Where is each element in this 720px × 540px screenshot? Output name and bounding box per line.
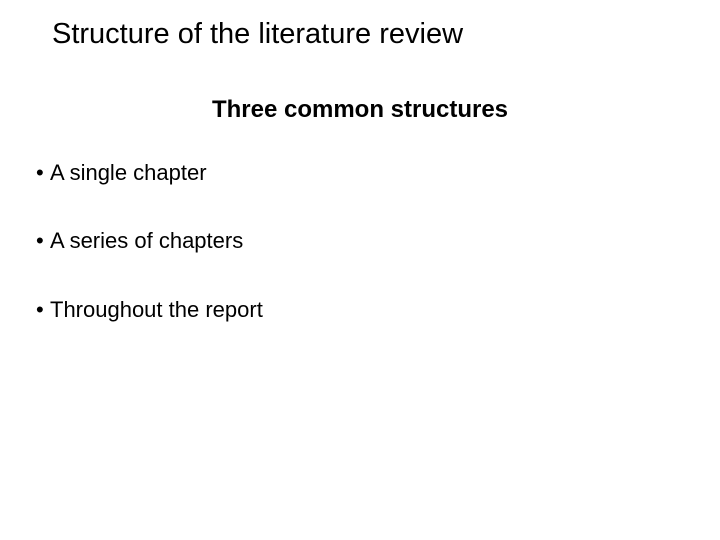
bullet-text: A single chapter [50, 160, 207, 185]
list-item: •Throughout the report [36, 297, 263, 323]
list-item: •A series of chapters [36, 228, 263, 254]
bullet-text: A series of chapters [50, 228, 243, 253]
list-item: •A single chapter [36, 160, 263, 186]
bullet-icon: • [36, 297, 50, 323]
bullet-icon: • [36, 160, 50, 186]
bullet-list: •A single chapter •A series of chapters … [36, 160, 263, 365]
slide-subtitle: Three common structures [0, 96, 720, 124]
slide: Structure of the literature review Three… [0, 0, 720, 540]
bullet-icon: • [36, 228, 50, 254]
slide-title: Structure of the literature review [52, 18, 463, 51]
bullet-text: Throughout the report [50, 297, 263, 322]
